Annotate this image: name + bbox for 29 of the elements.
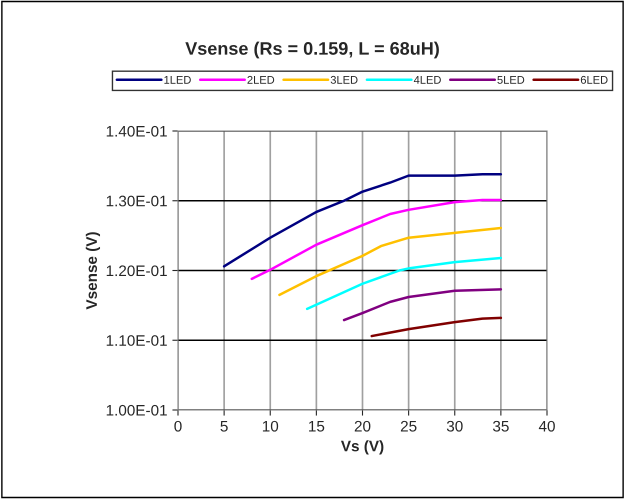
line-series <box>342 288 502 322</box>
line-series <box>250 198 502 280</box>
y-tick-label: 1.40E-01 <box>106 126 167 137</box>
legend-label: 3LED <box>330 76 358 84</box>
legend-label: 4LED <box>414 76 441 84</box>
x-tick-label: 5 <box>220 420 228 432</box>
x-tick-label: 20 <box>354 420 370 432</box>
y-axis-title: Vsense (V) <box>86 232 100 310</box>
x-tick-label: 0 <box>174 420 182 432</box>
legend-label: 2LED <box>247 76 274 84</box>
y-tick-label: 1.10E-01 <box>106 335 167 346</box>
x-tick-label: 10 <box>262 420 278 432</box>
x-tick-label: 15 <box>309 420 324 432</box>
y-tick-label: 1.00E-01 <box>106 404 167 416</box>
x-tick-label: 25 <box>400 420 416 432</box>
chart-title: Vsense (Rs = 0.159, L = 68uH) <box>185 42 439 58</box>
x-tick-label: 30 <box>446 420 463 432</box>
line-series <box>370 316 502 338</box>
x-axis-title: Vs (V) <box>340 440 384 454</box>
x-tick-label: 35 <box>492 420 509 432</box>
line-series <box>222 172 502 268</box>
legend-label: 6LED <box>580 76 608 84</box>
line-series <box>278 226 502 296</box>
y-tick-label: 1.30E-01 <box>106 196 167 206</box>
legend-label: 1LED <box>164 76 191 84</box>
x-tick-label: 40 <box>538 420 555 432</box>
legend-label: 5LED <box>497 76 524 84</box>
y-tick-label: 1.20E-01 <box>106 265 167 276</box>
line-series <box>306 256 502 310</box>
